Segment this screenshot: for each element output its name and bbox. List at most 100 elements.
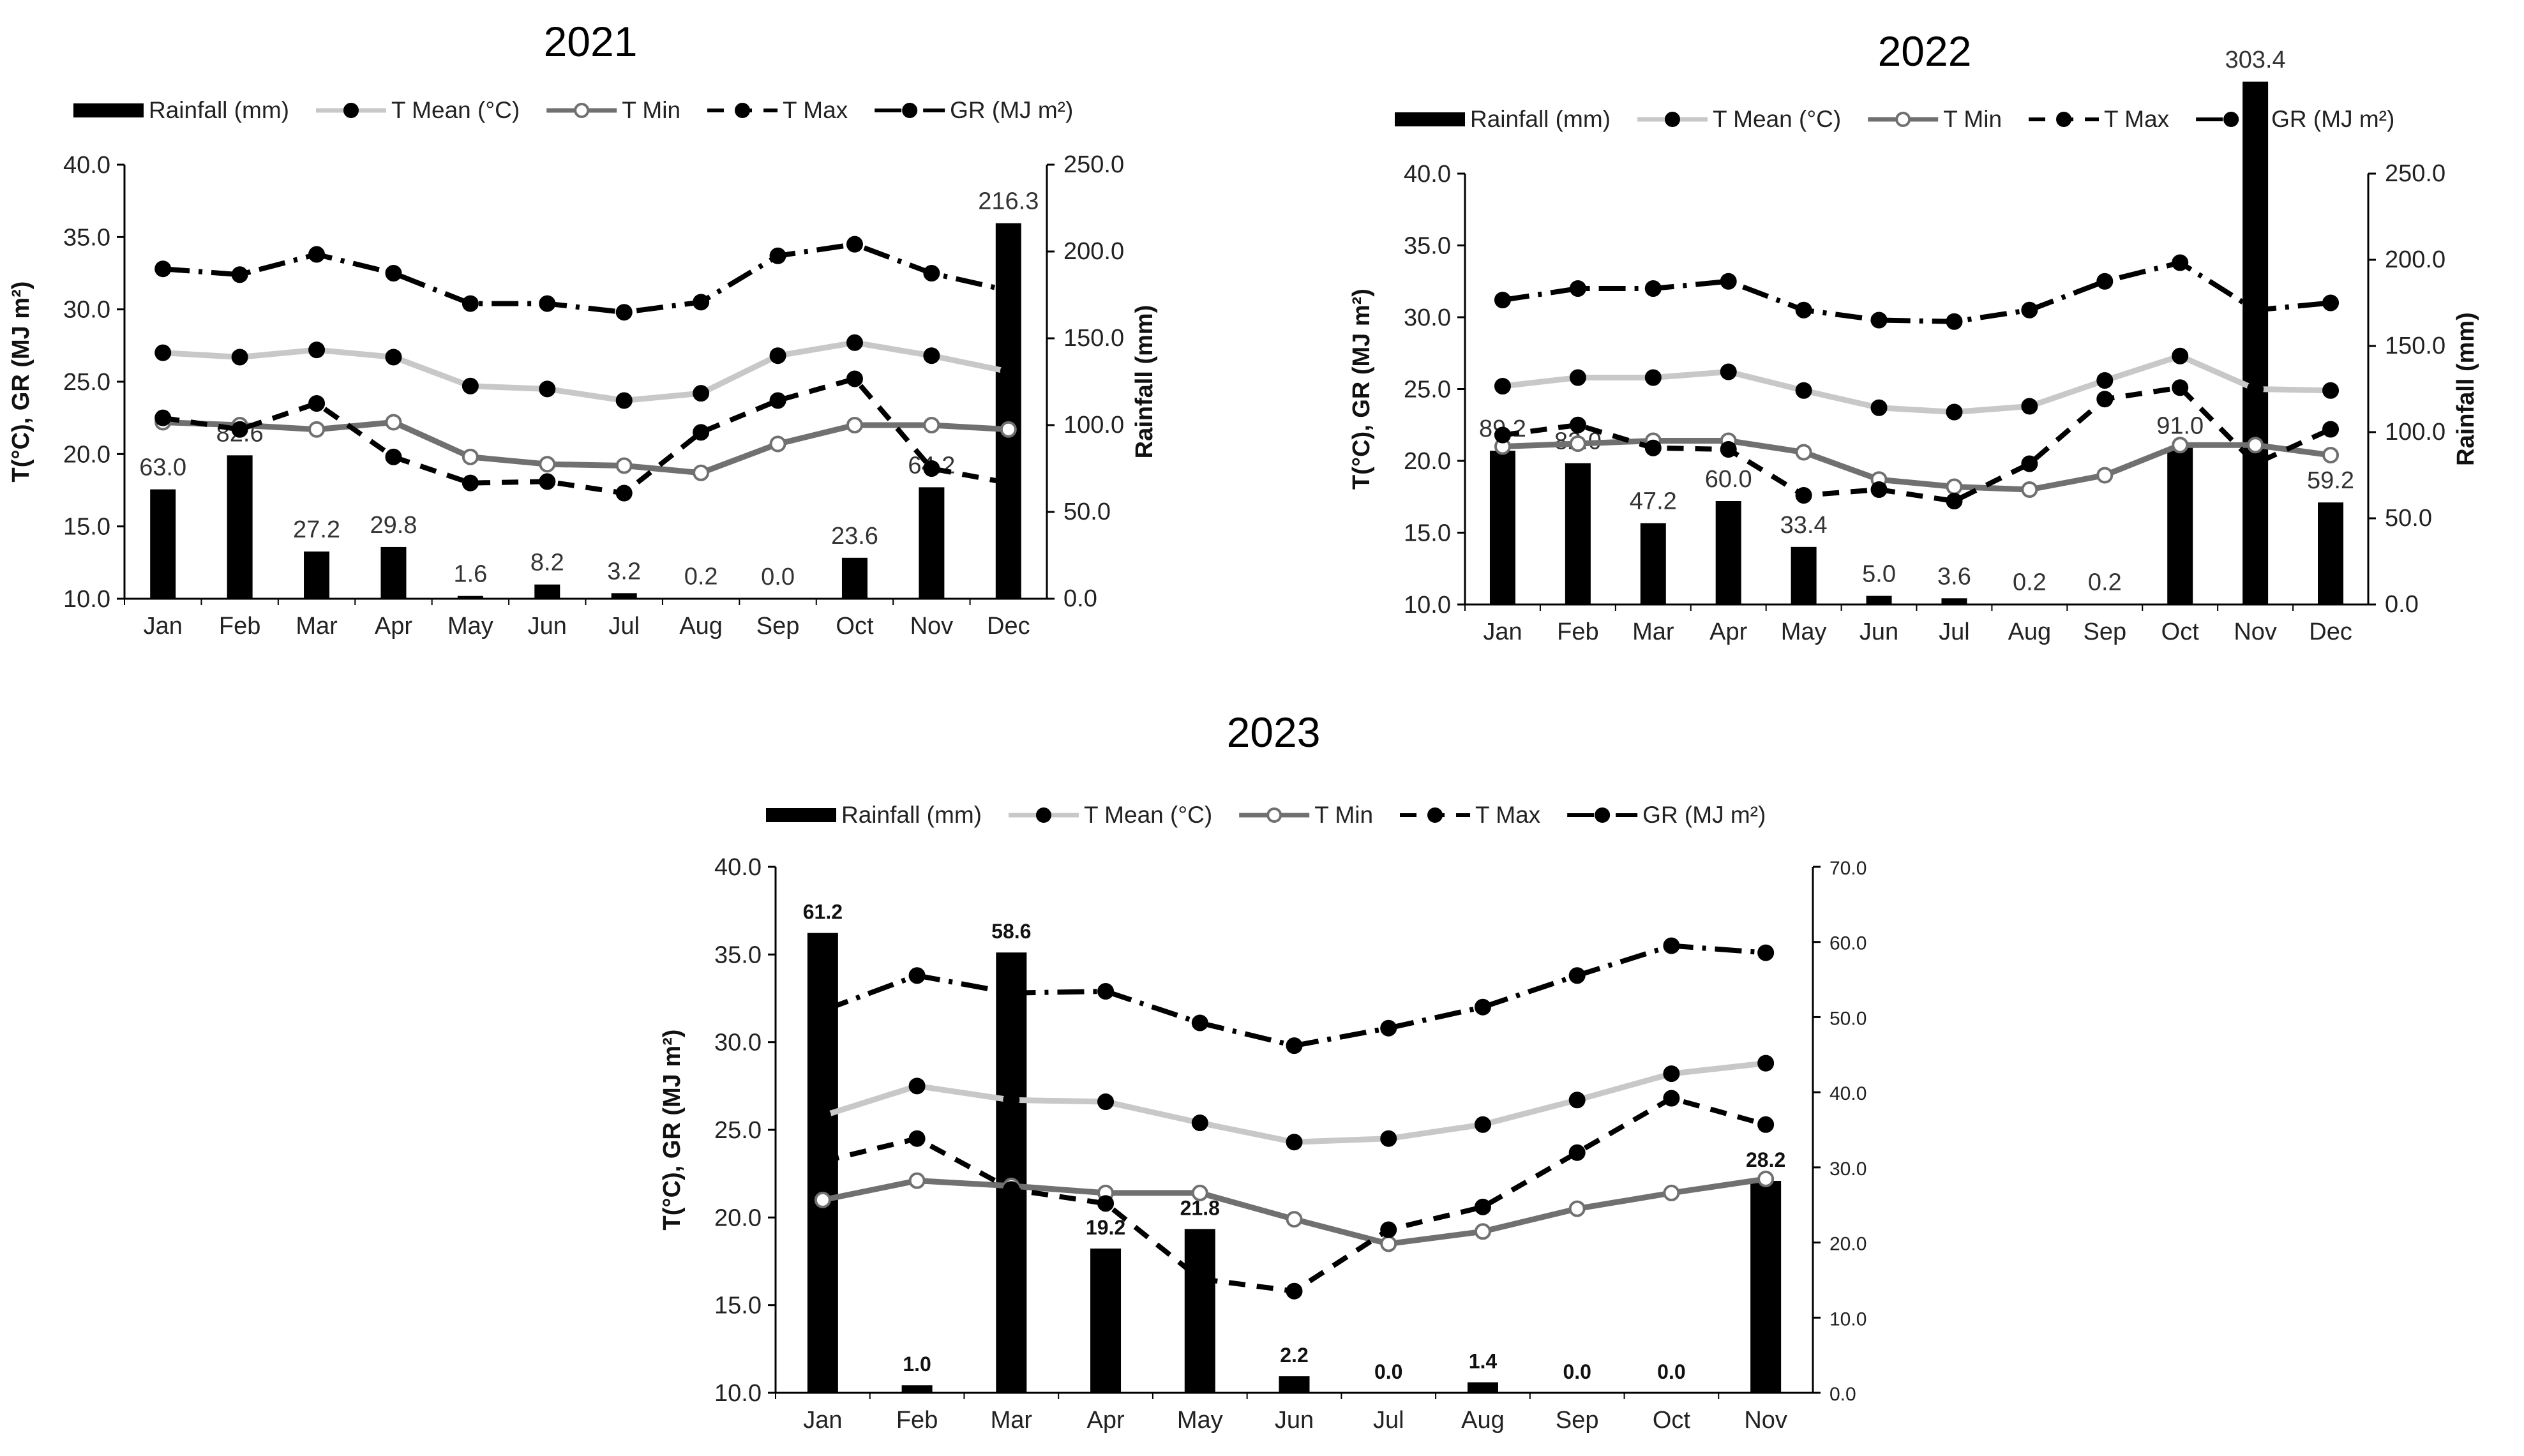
series-point	[2322, 421, 2340, 438]
series-point	[1720, 441, 1737, 458]
series-point	[1568, 1200, 1586, 1217]
series-point	[923, 347, 940, 364]
left-tick-label: 10.0	[63, 586, 110, 613]
chart-2021-svg: 2021 Rainfall (mm) T Mean (°C) T Min T Max GR…	[8, 18, 1158, 640]
chart-2022-svg: 2022 Rainfall (mm) T Mean (°C) T Min T Max GR…	[1348, 27, 2479, 645]
series-point	[2247, 301, 2264, 319]
right-tick-label: 100.0	[2385, 419, 2445, 446]
right-tick-label: 70.0	[1829, 858, 1867, 879]
series-point	[1795, 444, 1812, 461]
right-tick-label: 50.0	[1829, 1008, 1867, 1029]
series-point	[1000, 363, 1017, 380]
rainfall-data-label: 1.4	[1469, 1350, 1498, 1373]
series-point	[1870, 399, 1888, 416]
rainfall-bar	[611, 593, 637, 599]
series-point	[2096, 467, 2114, 484]
series-point	[2172, 379, 2189, 396]
x-tick-label: Mar	[1632, 619, 1674, 645]
series-point	[1946, 403, 1963, 421]
right-tick-label: 0.0	[1829, 1384, 1856, 1405]
series-point	[1946, 478, 1963, 495]
rainfall-data-label: 0.0	[761, 564, 795, 590]
series-point	[1870, 481, 1888, 498]
series-point	[846, 370, 863, 387]
left-tick-label: 15.0	[1404, 520, 1451, 547]
x-tick-label: Jun	[1275, 1407, 1314, 1434]
legend-label: T Min	[1314, 802, 1373, 828]
series-point	[1000, 474, 1017, 492]
rainfall-bar	[995, 223, 1021, 599]
rainfall-data-label: 2.2	[1280, 1344, 1308, 1367]
rainfall-data-label: 33.4	[1780, 512, 1828, 539]
left-tick-label: 15.0	[63, 514, 110, 541]
left-tick-label: 30.0	[1404, 304, 1451, 331]
series-line-t-max	[1502, 385, 2332, 504]
x-tick-label: Jul	[608, 613, 640, 640]
rainfall-data-label: 5.0	[1862, 561, 1896, 588]
rainfall-bar	[1467, 1382, 1498, 1393]
rainfall-data-label: 0.2	[2088, 569, 2122, 596]
right-tick-label: 50.0	[1063, 499, 1111, 525]
rainfall-data-label: 8.2	[530, 550, 564, 576]
x-tick-label: Mar	[991, 1407, 1033, 1434]
left-tick-label: 35.0	[714, 942, 762, 968]
left-tick-label: 30.0	[63, 297, 110, 324]
series-point	[846, 334, 863, 351]
legend-marker	[1595, 807, 1611, 823]
series-point	[1097, 1093, 1115, 1111]
left-tick-label: 10.0	[1404, 592, 1451, 619]
left-tick-label: 20.0	[1404, 448, 1451, 475]
legend-label: T Max	[783, 97, 848, 123]
legend-marker	[2223, 112, 2239, 127]
left-tick-label: 35.0	[63, 224, 110, 251]
rainfall-data-label: 0.0	[1657, 1360, 1685, 1383]
x-tick-label: Oct	[1653, 1407, 1691, 1434]
legend-label: T Mean (°C)	[1084, 802, 1212, 828]
series-point	[385, 349, 402, 366]
chart-2023: 2023 Rainfall (mm) T Mean (°C) T Min T Max GR…	[575, 696, 1889, 1456]
rainfall-data-label: 0.0	[1374, 1360, 1402, 1383]
series-line-t-max	[162, 376, 1009, 496]
rainfall-data-label: 216.3	[978, 188, 1039, 215]
series-point	[1003, 984, 1020, 1002]
series-point	[1097, 1195, 1115, 1212]
left-tick-label: 15.0	[714, 1293, 762, 1319]
series-point	[1946, 493, 1963, 509]
legend-label: T Max	[1475, 802, 1541, 828]
series-point	[1191, 1270, 1208, 1287]
rainfall-data-label: 0.2	[684, 563, 718, 590]
series-point	[385, 448, 402, 465]
series-point	[308, 395, 326, 412]
legend-label: T Mean (°C)	[391, 97, 520, 123]
series-point	[1569, 369, 1586, 386]
x-tick-label: Oct	[2161, 619, 2200, 645]
series-line-gr-(mj	[162, 241, 1009, 315]
series-point	[1663, 1184, 1680, 1201]
rainfall-bar	[841, 557, 868, 599]
left-tick-label: 25.0	[1404, 377, 1451, 403]
legend-swatch-rainfall	[73, 103, 144, 117]
rainfall-data-label: 60.0	[1705, 466, 1752, 493]
series-point	[1380, 1130, 1397, 1147]
legend-marker	[1266, 807, 1282, 823]
series-point	[1870, 311, 1888, 329]
rainfall-bar	[1565, 463, 1591, 604]
series-point	[693, 464, 710, 481]
rainfall-bar	[1640, 523, 1666, 604]
left-tick-label: 25.0	[714, 1117, 762, 1144]
rainfall-bar	[457, 596, 483, 599]
right-tick-label: 200.0	[1063, 238, 1124, 265]
series-point	[1757, 1116, 1775, 1133]
legend-marker	[1664, 112, 1680, 127]
series-line-t-max	[822, 1095, 1767, 1294]
right-tick-label: 200.0	[2385, 246, 2445, 273]
series-point	[1003, 1181, 1020, 1198]
chart-2023-svg: 2023 Rainfall (mm) T Mean (°C) T Min T Max GR…	[659, 709, 1867, 1434]
series-point	[1644, 369, 1662, 386]
rainfall-data-label: 19.2	[1086, 1216, 1125, 1239]
rainfall-bar	[1791, 546, 1817, 604]
rainfall-data-label: 303.4	[2225, 47, 2286, 73]
x-tick-label: Aug	[679, 613, 723, 640]
legend-marker	[1895, 112, 1911, 127]
right-tick-label: 150.0	[1063, 325, 1124, 352]
